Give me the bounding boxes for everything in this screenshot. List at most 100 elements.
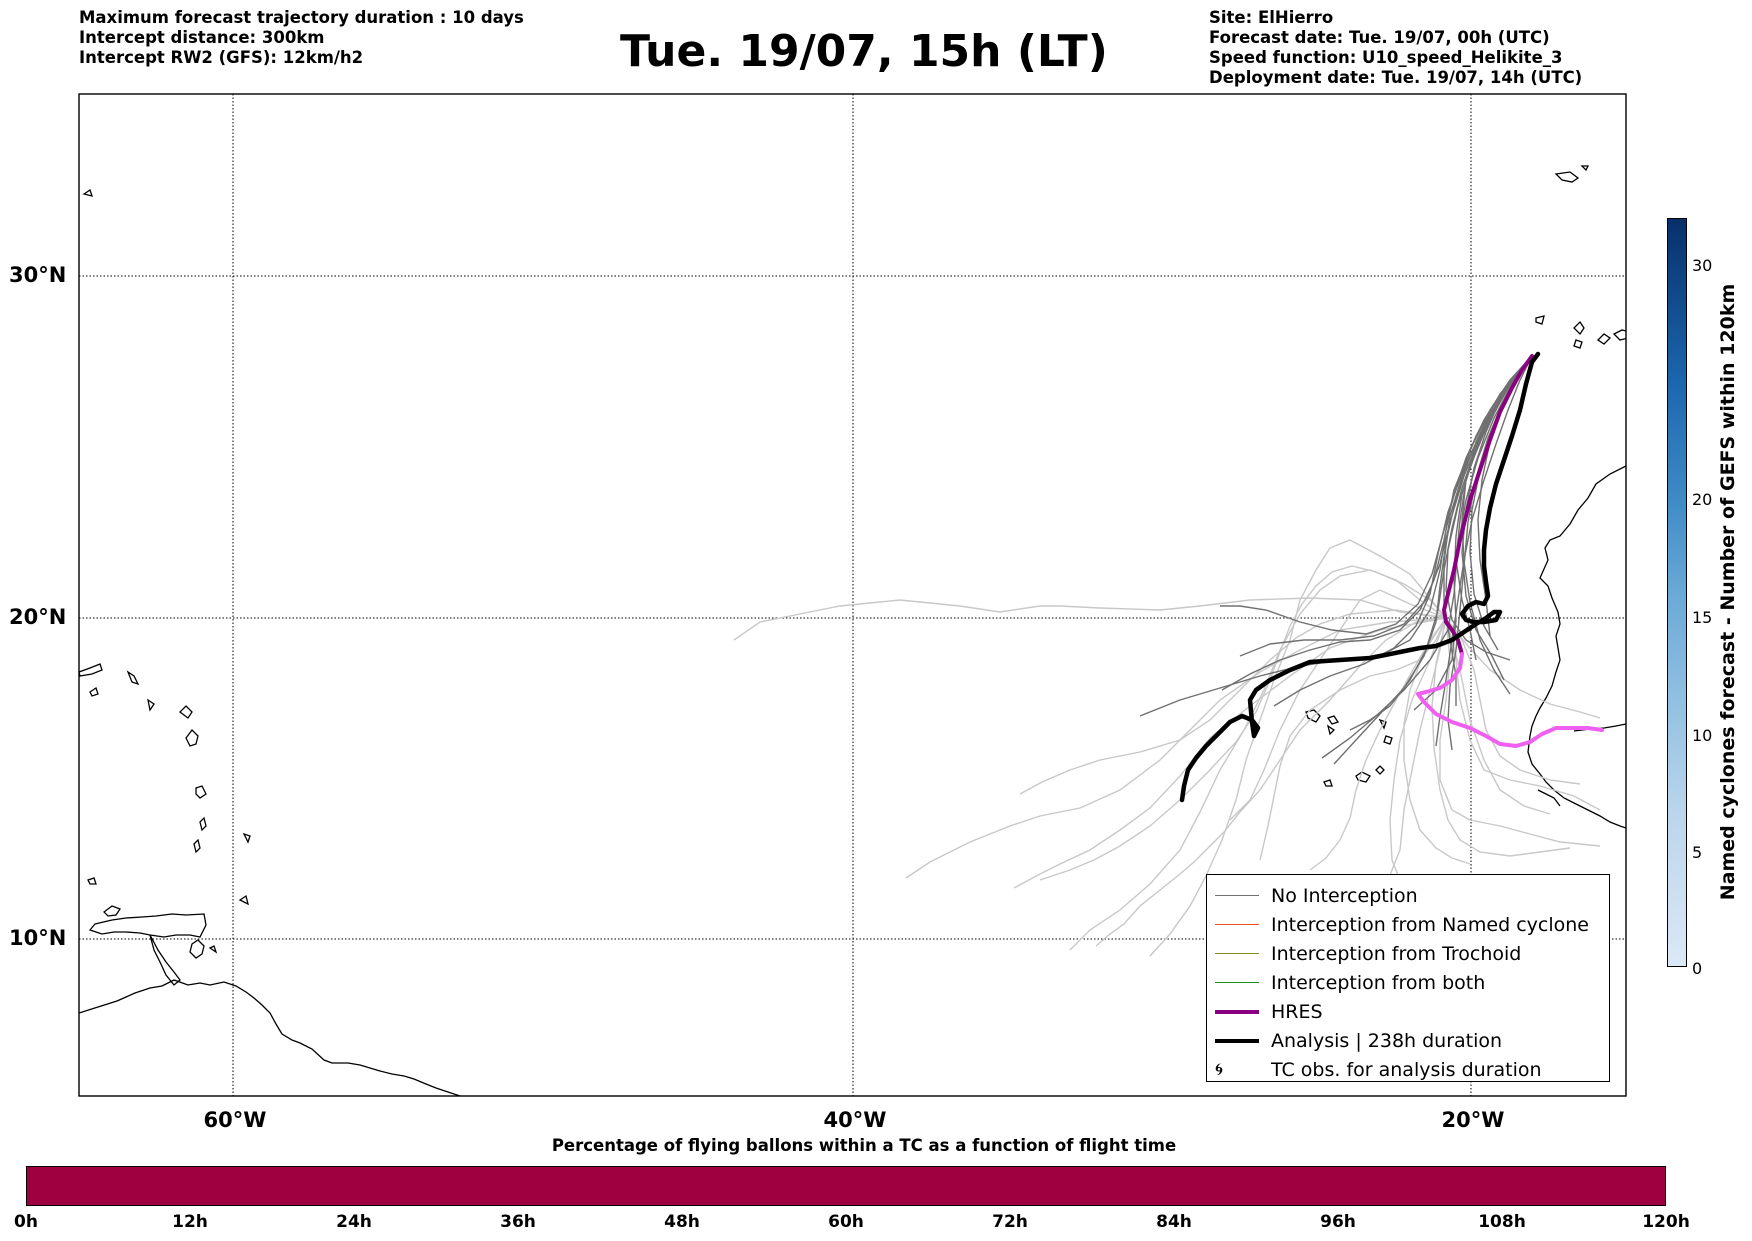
colorbar-horizontal-title: Percentage of flying ballons within a TC…	[551, 1136, 1177, 1155]
coastline-azores-1	[1554, 171, 1580, 183]
coastline-cape-verde-7	[1375, 765, 1385, 775]
legend-swatch	[1215, 1038, 1259, 1043]
coastline-antilles-11	[87, 877, 97, 885]
legend-swatch	[1215, 1009, 1259, 1014]
lon-label-60w: 60°W	[203, 1108, 267, 1132]
trajectory-hres	[1416, 354, 1604, 748]
coastline-venezuela-west	[88, 913, 207, 938]
legend-label: Interception from Named cyclone	[1271, 913, 1589, 936]
lat-label-20: 20°N	[9, 605, 67, 629]
trajectory-light	[1013, 617, 1447, 889]
legend-swatch	[1215, 924, 1259, 925]
trajectory-light	[1403, 617, 1471, 865]
colorbar-horizontal	[26, 1166, 1666, 1206]
lon-label-40w: 40°W	[823, 1108, 887, 1132]
coastline-canary-2	[1612, 329, 1626, 341]
colorbar-horizontal-tick: 36h	[500, 1212, 536, 1232]
colorbar-vertical	[1667, 218, 1687, 967]
legend-item-tc-obs: 🌀︎ TC obs. for analysis duration	[1215, 1055, 1542, 1084]
coastline-cape-verde-2	[1326, 715, 1340, 725]
coastline-antilles-6	[89, 686, 99, 697]
lat-label-10: 10°N	[9, 926, 67, 950]
tc-symbol-icon: 🌀︎	[1215, 1059, 1223, 1080]
coastline-trinidad	[189, 939, 205, 959]
map-frame	[78, 93, 1627, 1097]
colorbar-horizontal-tick: 60h	[828, 1212, 864, 1232]
colorbar-horizontal-tick: 0h	[14, 1212, 38, 1232]
coastline-canary-1	[1573, 320, 1585, 336]
trajectory-no-interception	[1443, 355, 1533, 706]
colorbar-horizontal-tick: 72h	[992, 1212, 1028, 1232]
coastline-antilles-8	[126, 670, 140, 686]
header-right-line: Deployment date: Tue. 19/07, 14h (UTC)	[1209, 68, 1583, 87]
legend-item-no-interception: No Interception	[1215, 881, 1418, 910]
legend-label: HRES	[1271, 1000, 1323, 1023]
trajectory-light	[1039, 565, 1447, 881]
legend-label: Analysis | 238h duration	[1271, 1029, 1503, 1052]
trajectory-no-interception	[1220, 355, 1533, 635]
colorbar-horizontal-tick: 12h	[172, 1212, 208, 1232]
coastline-gambia	[1537, 789, 1561, 807]
coastline-antilles-1	[185, 729, 199, 747]
coastline-antilles-9	[147, 698, 155, 712]
coastline-antilles-12	[238, 894, 249, 906]
header-right: Site: ElHierro Forecast date: Tue. 19/07…	[1209, 8, 1582, 88]
header-left: Maximum forecast trajectory duration : 1…	[79, 8, 524, 68]
coastline-cape-verde-3	[1383, 735, 1393, 745]
hres-track-dark	[1442, 354, 1534, 656]
coastline-antilles-5	[193, 838, 201, 854]
trajectory-no-interception	[1321, 355, 1533, 759]
lat-label-30: 30°N	[9, 263, 67, 287]
coastline-south-america	[79, 979, 462, 1096]
colorbar-vertical-tick: 0	[1692, 959, 1703, 978]
lon-label-20w: 20°W	[1441, 1108, 1505, 1132]
colorbar-horizontal-tick: 120h	[1642, 1212, 1690, 1232]
legend-label: Interception from Trochoid	[1271, 942, 1522, 965]
legend-item-both: Interception from both	[1215, 968, 1485, 997]
coastline-maracaibo	[149, 934, 181, 986]
legend-label: No Interception	[1271, 884, 1418, 907]
colorbar-vertical-tick: 5	[1692, 843, 1703, 862]
legend-label: Interception from both	[1271, 971, 1486, 994]
coastline-canary-4	[1573, 339, 1583, 349]
legend-item-analysis: Analysis | 238h duration	[1215, 1026, 1502, 1055]
trajectory-light	[733, 597, 1447, 641]
legend-item-trochoid: Interception from Trochoid	[1215, 939, 1521, 968]
header-right-line: Speed function: U10_speed_Helikite_3	[1209, 48, 1563, 67]
coastline-cape-verde-4	[1326, 724, 1336, 736]
trajectories-no-interception	[1139, 355, 1533, 765]
colorbar-horizontal-tick: 108h	[1478, 1212, 1526, 1232]
legend-swatch	[1215, 953, 1259, 954]
colorbar-vertical-tick: 30	[1692, 256, 1713, 275]
colorbar-vertical-tick: 20	[1692, 490, 1713, 509]
coastline-antilles-10	[242, 832, 251, 844]
page-title: Tue. 19/07, 15h (LT)	[620, 26, 1108, 77]
header-right-line: Site: ElHierro	[1209, 8, 1334, 27]
colorbar-vertical-tick: 10	[1692, 726, 1713, 745]
trajectory-light	[1095, 617, 1447, 947]
trajectory-light	[1309, 617, 1447, 871]
coastline-madeira	[1535, 315, 1545, 325]
colorbar-horizontal-tick: 24h	[336, 1212, 372, 1232]
coastline-antilles-7	[79, 663, 103, 677]
legend-swatch	[1215, 895, 1259, 896]
coastline-africa-west	[1527, 465, 1626, 829]
coastline-antilles-2	[179, 705, 193, 719]
colorbar-horizontal-tick: 84h	[1156, 1212, 1192, 1232]
header-left-line: Intercept distance: 300km	[79, 28, 325, 47]
header-right-line: Forecast date: Tue. 19/07, 00h (UTC)	[1209, 28, 1550, 47]
coastline-antilles-3	[195, 785, 207, 799]
coastline-paraguana	[103, 905, 121, 917]
coastline-cape-verde-1	[1305, 709, 1321, 723]
trajectory-analysis	[1179, 351, 1541, 803]
coastline-cape-verde-8	[1323, 779, 1333, 787]
coastline-antilles-4	[199, 816, 207, 832]
legend-label: TC obs. for analysis duration	[1271, 1058, 1542, 1081]
colorbar-horizontal-tick: 48h	[664, 1212, 700, 1232]
trajectory-light	[1445, 617, 1601, 719]
legend-item-named-cyclone: Interception from Named cyclone	[1215, 910, 1589, 939]
colorbar-vertical-label: Named cyclones forecast - Number of GEFS…	[1717, 283, 1739, 901]
trajectory-no-interception	[1461, 355, 1533, 695]
trajectory-light	[905, 617, 1447, 879]
trajectory-light	[1019, 609, 1447, 795]
